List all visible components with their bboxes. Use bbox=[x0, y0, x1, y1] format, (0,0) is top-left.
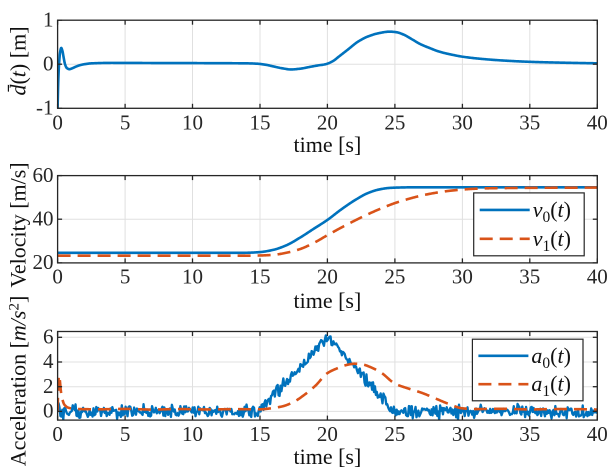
svg-text:40: 40 bbox=[587, 264, 608, 288]
svg-text:25: 25 bbox=[384, 110, 405, 134]
svg-text:5: 5 bbox=[120, 264, 131, 288]
svg-text:-1: -1 bbox=[36, 96, 54, 120]
svg-text:0: 0 bbox=[52, 422, 63, 446]
svg-text:v1(t): v1(t) bbox=[533, 226, 571, 255]
svg-text:15: 15 bbox=[250, 422, 271, 446]
svg-text:20: 20 bbox=[317, 422, 338, 446]
svg-text:40: 40 bbox=[33, 206, 54, 230]
svg-text:40: 40 bbox=[587, 422, 608, 446]
svg-text:1: 1 bbox=[43, 7, 54, 31]
svg-text:6: 6 bbox=[43, 325, 54, 349]
svg-text:30: 30 bbox=[452, 264, 473, 288]
svg-text:40: 40 bbox=[587, 110, 608, 134]
svg-text:0: 0 bbox=[43, 52, 54, 76]
svg-text:time [s]: time [s] bbox=[293, 288, 361, 313]
svg-text:10: 10 bbox=[182, 422, 203, 446]
svg-text:time [s]: time [s] bbox=[293, 444, 361, 469]
svg-text:4: 4 bbox=[43, 349, 54, 373]
svg-text:5: 5 bbox=[120, 110, 131, 134]
svg-text:60: 60 bbox=[33, 163, 54, 187]
svg-text:35: 35 bbox=[519, 110, 540, 134]
svg-text:20: 20 bbox=[317, 110, 338, 134]
svg-text:Velocity [m/s]: Velocity [m/s] bbox=[6, 162, 31, 287]
svg-text:time [s]: time [s] bbox=[293, 132, 361, 157]
svg-text:Acceleration [m/s2]: Acceleration [m/s2] bbox=[6, 296, 31, 467]
svg-text:a1(t): a1(t) bbox=[531, 371, 571, 400]
svg-text:10: 10 bbox=[182, 264, 203, 288]
svg-text:25: 25 bbox=[384, 264, 405, 288]
svg-text:v0(t): v0(t) bbox=[533, 197, 571, 226]
svg-text:d̄(t) [m]: d̄(t) [m] bbox=[6, 26, 31, 95]
svg-text:25: 25 bbox=[384, 422, 405, 446]
svg-text:2: 2 bbox=[43, 374, 54, 398]
svg-text:20: 20 bbox=[317, 264, 338, 288]
svg-text:5: 5 bbox=[120, 422, 131, 446]
svg-text:a0(t): a0(t) bbox=[531, 343, 571, 372]
svg-text:15: 15 bbox=[250, 110, 271, 134]
svg-text:0: 0 bbox=[52, 264, 63, 288]
svg-text:0: 0 bbox=[43, 399, 54, 423]
svg-text:35: 35 bbox=[519, 422, 540, 446]
svg-text:35: 35 bbox=[519, 264, 540, 288]
svg-text:0: 0 bbox=[52, 110, 63, 134]
svg-text:10: 10 bbox=[182, 110, 203, 134]
svg-text:20: 20 bbox=[33, 250, 54, 274]
svg-text:30: 30 bbox=[452, 422, 473, 446]
svg-text:15: 15 bbox=[250, 264, 271, 288]
svg-text:30: 30 bbox=[452, 110, 473, 134]
